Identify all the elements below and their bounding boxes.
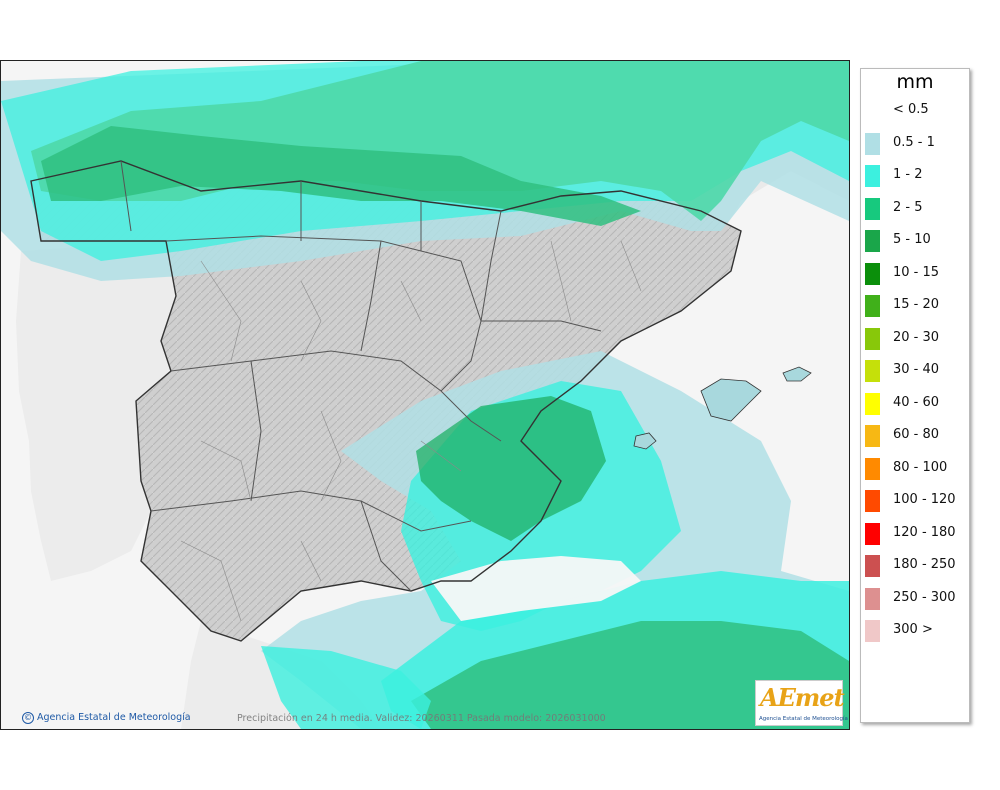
legend-swatch <box>865 392 880 415</box>
spain-land <box>31 161 741 641</box>
legend-swatch <box>865 197 880 220</box>
legend-row: 300 > <box>865 619 969 643</box>
province-borders <box>180 240 642 622</box>
legend-label: 1 - 2 <box>893 167 923 182</box>
legend-label: 180 - 250 <box>893 557 956 572</box>
legend-row: 20 - 30 <box>865 327 969 351</box>
legend-swatch <box>865 522 880 545</box>
portugal-land <box>16 241 176 581</box>
legend-label: 100 - 120 <box>893 492 956 507</box>
legend-label: 2 - 5 <box>893 199 923 215</box>
copyright-text: Agencia Estatal de Meteorología <box>37 712 191 723</box>
legend-row: 0.5 - 1 <box>865 132 969 156</box>
legend-label: 10 - 15 <box>893 264 940 280</box>
legend-row: 80 - 100 <box>865 457 969 481</box>
regional-borders <box>120 160 602 592</box>
legend-swatch <box>865 360 880 382</box>
legend-label: 80 - 100 <box>893 459 948 475</box>
legend-label: 20 - 30 <box>893 329 940 345</box>
menorca-island <box>782 366 812 382</box>
map-canvas[interactable] <box>1 61 849 729</box>
legend-label: 30 - 40 <box>893 362 940 377</box>
legend-label: 0.5 - 1 <box>893 134 935 150</box>
legend-swatch <box>865 295 880 317</box>
legend-row: 30 - 40 <box>865 359 969 383</box>
legend-swatch <box>865 620 880 642</box>
legend-label: 15 - 20 <box>893 297 940 312</box>
logo-wordmark-text: AEmet <box>760 683 845 712</box>
spain-border <box>30 160 742 642</box>
map-caption: Precipitación en 24 h media. Validez: 20… <box>237 713 606 724</box>
legend-unit: mm <box>896 71 934 93</box>
legend-swatch <box>865 132 880 155</box>
legend-swatch <box>865 457 880 480</box>
legend-label: 60 - 80 <box>893 427 940 442</box>
legend-row: < 0.5 <box>865 99 969 123</box>
ibiza-island <box>633 432 657 450</box>
legend-row: 1 - 2 <box>865 164 969 188</box>
legend-row: 250 - 300 <box>865 587 969 611</box>
legend-label: 40 - 60 <box>893 394 940 410</box>
copyright-notice: © Agencia Estatal de Meteorología <box>22 712 191 724</box>
legend-row: 5 - 10 <box>865 229 969 253</box>
legend-swatch <box>865 587 880 610</box>
logo-wordmark: AEmet <box>760 683 845 712</box>
field-mediterranean-south-core <box>411 621 849 729</box>
legend-row: 180 - 250 <box>865 554 969 578</box>
legend-label: 5 - 10 <box>893 232 931 247</box>
legend-swatch <box>865 262 880 285</box>
legend-swatch <box>865 230 880 252</box>
field-valencia <box>416 396 606 541</box>
legend-swatch <box>865 327 880 350</box>
legend-label: 120 - 180 <box>893 524 956 540</box>
aemet-logo[interactable]: AEmet Agencia Estatal de Meteorología <box>755 680 848 726</box>
copyright-icon: © <box>22 712 34 724</box>
legend-row: 120 - 180 <box>865 522 969 546</box>
legend-swatch <box>865 425 880 447</box>
legend-swatch <box>865 165 880 187</box>
mallorca-island <box>700 378 762 422</box>
legend-row: 2 - 5 <box>865 197 969 221</box>
logo-subtitle: Agencia Estatal de Meteorología <box>759 716 848 722</box>
legend-swatch <box>865 555 880 577</box>
legend-row: 60 - 80 <box>865 424 969 448</box>
precipitation-map[interactable] <box>0 60 850 730</box>
legend-row: 10 - 15 <box>865 262 969 286</box>
legend-label: < 0.5 <box>893 102 929 117</box>
field-gibraltar <box>261 646 431 729</box>
legend-label: 250 - 300 <box>893 589 956 605</box>
legend-label: 300 > <box>893 622 933 637</box>
legend-row: 15 - 20 <box>865 294 969 318</box>
precipitation-legend: mm < 0.5 0.5 - 1 1 - 2 2 - 5 5 - 10 10 - 15 15… <box>860 68 970 723</box>
legend-row: 100 - 120 <box>865 489 969 513</box>
field-cantabrian-coast <box>41 126 641 226</box>
legend-row: 40 - 60 <box>865 392 969 416</box>
legend-swatch <box>865 100 880 122</box>
legend-swatch <box>865 490 880 512</box>
